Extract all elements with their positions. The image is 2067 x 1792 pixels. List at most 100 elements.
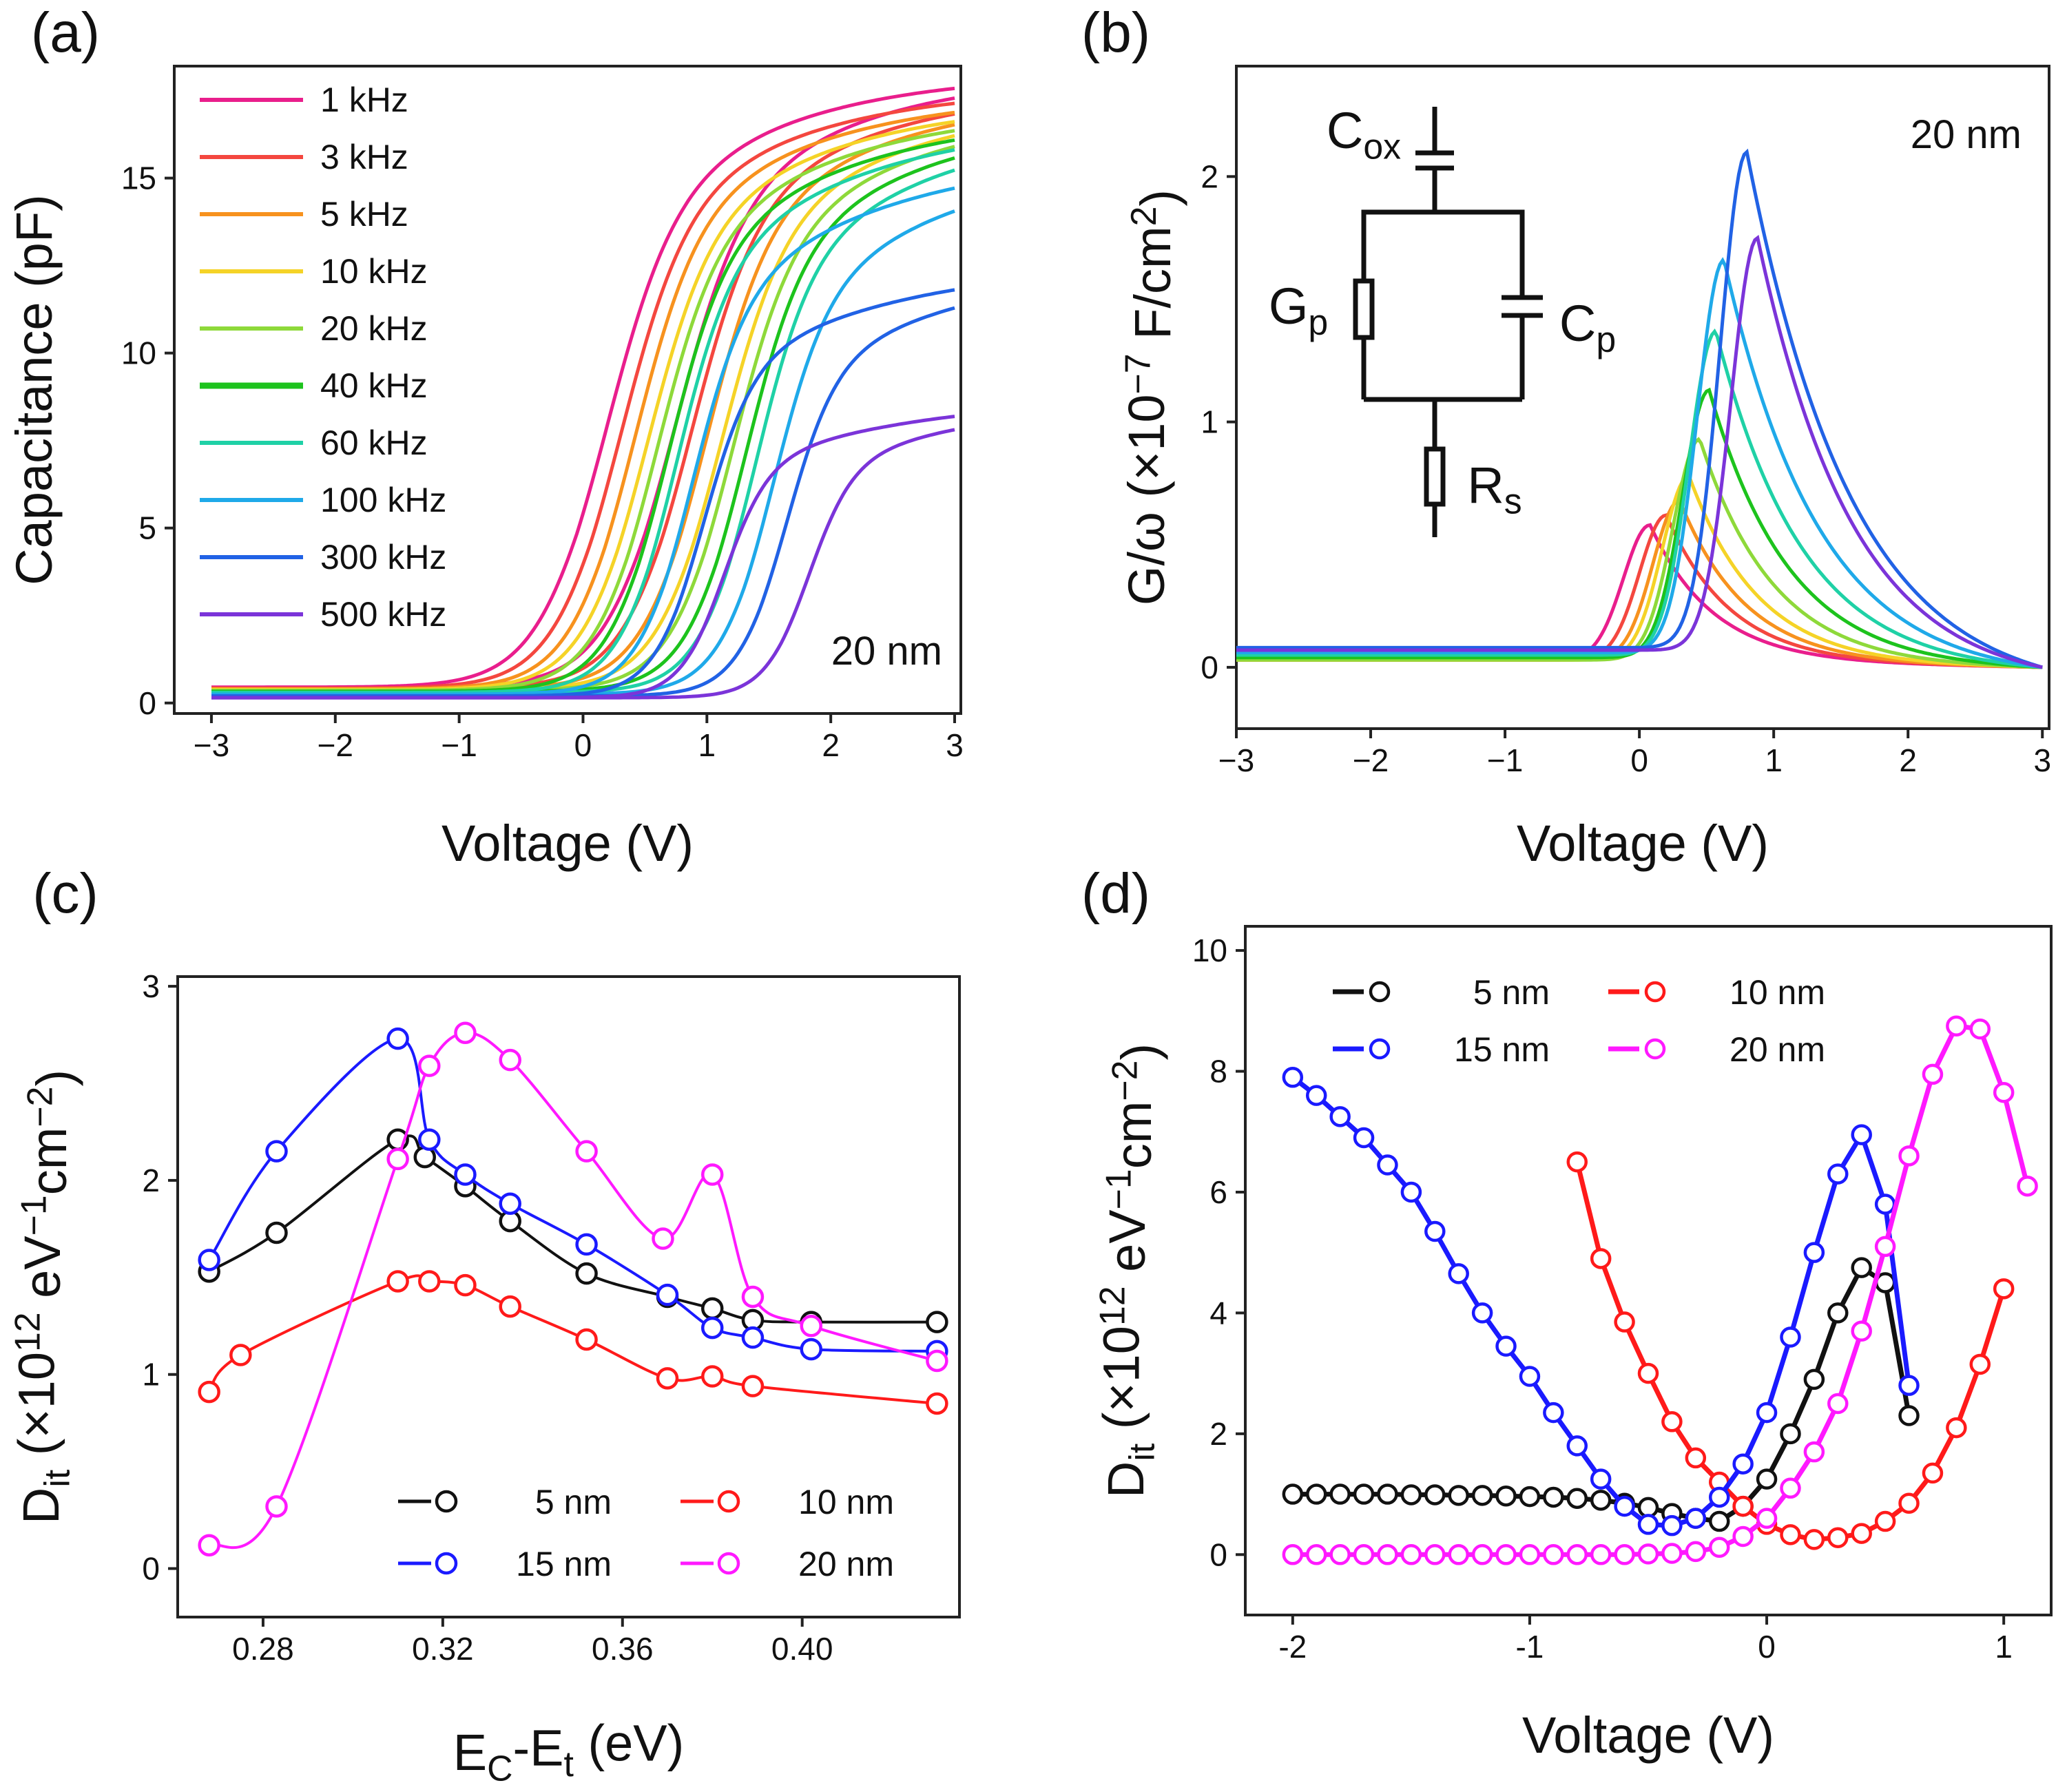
panel-c-point — [656, 1283, 679, 1306]
panel-d-ytick-label: 6 — [1209, 1174, 1227, 1210]
panel-d-point — [2017, 1175, 2038, 1197]
panel-d-point — [1329, 1106, 1351, 1127]
panel-d-point — [1282, 1483, 1304, 1505]
panel-c-point — [418, 1270, 441, 1293]
cp-label: Cp — [1559, 295, 1616, 360]
panel-c-point — [454, 1163, 477, 1186]
panel-c-point — [575, 1233, 598, 1256]
panel-c-point — [575, 1262, 598, 1285]
panel-d-point — [1637, 1497, 1659, 1519]
panel-d-point — [1685, 1447, 1707, 1469]
panel-d-legend-label: 15 nm — [1454, 1030, 1550, 1069]
panel-d-point — [1566, 1151, 1588, 1173]
panel-c-point — [454, 1021, 477, 1044]
panel-a-ytick-label: 10 — [121, 335, 156, 371]
panel-d-point — [1637, 1362, 1659, 1384]
panel-d-point — [1851, 1523, 1872, 1544]
panel-c-point — [229, 1344, 252, 1366]
panel-d-xtick-label: 1 — [1995, 1629, 2013, 1665]
panel-a-legend-label: 3 kHz — [320, 138, 408, 176]
panel-c-frame — [176, 975, 961, 1618]
panel-d-point — [1708, 1536, 1730, 1559]
panel-d-point — [1614, 1495, 1635, 1517]
panel-b-ylabel-part: 2 — [1123, 207, 1163, 227]
panel-d-point — [1329, 1544, 1351, 1565]
panel-b-xtick-label: 3 — [2033, 742, 2051, 778]
panel-d-point — [1519, 1544, 1541, 1565]
panel-c-xlabel-part: t — [564, 1744, 574, 1784]
panel-d-point — [1471, 1302, 1493, 1324]
panel-c-curve — [207, 1037, 937, 1353]
panel-a-legend-label: 10 kHz — [320, 252, 428, 291]
panel-d-point — [1732, 1453, 1754, 1475]
panel-a-xtick-label: 0 — [574, 727, 592, 763]
panel-d-point — [1495, 1335, 1517, 1357]
panel-d-point — [1543, 1486, 1564, 1508]
panel-c-legend-marker — [435, 1552, 458, 1575]
panel-b-xtick-label: −1 — [1487, 742, 1523, 778]
panel-d-point — [1424, 1484, 1446, 1506]
panel-c-point — [741, 1326, 765, 1349]
panel-a-ytick-label: 15 — [121, 160, 156, 196]
panel-d-point — [1519, 1486, 1541, 1508]
panel-d-point — [1685, 1541, 1707, 1563]
panel-d-point — [1566, 1544, 1588, 1565]
panel-a-curve-reverse — [211, 428, 955, 700]
panel-b-curve — [1236, 437, 2043, 669]
panel-d-point — [1898, 1492, 1920, 1514]
panel-b-xtick-label: 2 — [1899, 742, 1917, 778]
panel-d-point — [1590, 1468, 1612, 1490]
panel-c-xlabel-part: C — [487, 1749, 512, 1789]
panel-d-ylabel-part: eV — [1099, 1209, 1156, 1286]
panel-d-point — [1851, 1124, 1872, 1145]
panel-d-legend-marker — [1369, 981, 1391, 1003]
panel-d-ytick-label: 8 — [1209, 1054, 1227, 1090]
panel-c-ylabel-part: −2 — [19, 1087, 59, 1127]
panel-d-point — [1827, 1527, 1849, 1548]
panel-d-point — [1874, 1194, 1896, 1215]
panel-b: −3 −2 −1 0 1 2 3 0 1 2 (b) Voltage (V) G/ω (×10−7 F/… — [1081, 1, 2051, 872]
panel-c-legend-marker — [717, 1490, 740, 1513]
panel-c-point — [198, 1249, 220, 1271]
panel-c-point — [454, 1273, 477, 1297]
cox-label-part: ox — [1363, 127, 1401, 167]
panel-c-legend-marker — [435, 1490, 458, 1513]
panel-c-point — [386, 1027, 409, 1050]
panel-d-legend-label: 10 nm — [1730, 973, 1825, 1012]
panel-c-point — [700, 1365, 724, 1388]
panel-c-point — [741, 1375, 765, 1397]
panel-d-legend-label: 20 nm — [1730, 1030, 1825, 1069]
panel-d-point — [1353, 1483, 1375, 1505]
panel-c-legend-label: 10 nm — [798, 1483, 894, 1521]
panel-d-point — [1946, 1015, 1967, 1036]
panel-d-ylabel-part: D — [1097, 1461, 1154, 1498]
panel-d-ytick-label: 2 — [1209, 1416, 1227, 1452]
panel-c-point — [575, 1140, 598, 1163]
panel-d-point — [1590, 1544, 1612, 1565]
panel-a-xtick-label: 3 — [946, 727, 964, 763]
panel-c-legend-marker — [717, 1552, 740, 1575]
panel-a-annotation: 20 nm — [831, 629, 942, 674]
panel-c-xtick-label: 0.32 — [412, 1631, 474, 1667]
panel-d-point — [1282, 1067, 1304, 1088]
panel-a-xtick-label: 1 — [698, 727, 716, 763]
cp-label-part: C — [1559, 295, 1596, 352]
panel-d-point — [1708, 1486, 1730, 1508]
panel-d-ylabel: Dit (×1012 eV−1cm−2) — [1092, 1043, 1168, 1498]
panel-d-point — [1353, 1544, 1375, 1565]
panel-a-legend-label: 5 kHz — [320, 195, 408, 233]
panel-a: −3 −2 −1 0 1 2 3 0 5 10 15 (a) Voltage (V) Capacitanc… — [6, 1, 964, 872]
panel-c-ylabel-part: −1 — [14, 1195, 54, 1236]
panel-c-xlabel-part: -E — [513, 1719, 564, 1776]
panel-d-point — [1780, 1524, 1801, 1545]
rs-label: Rs — [1467, 457, 1521, 521]
panel-a-xtick-label: −2 — [318, 727, 353, 763]
gp-resistor — [1353, 278, 1375, 340]
cox-label-part: C — [1327, 102, 1363, 159]
panel-c-point — [800, 1337, 822, 1361]
panel-c-point — [198, 1534, 220, 1556]
cp-label-part: p — [1596, 320, 1616, 360]
panel-d-ytick-label: 0 — [1209, 1536, 1227, 1572]
panel-a-ylabel: Capacitance (pF) — [6, 194, 63, 585]
